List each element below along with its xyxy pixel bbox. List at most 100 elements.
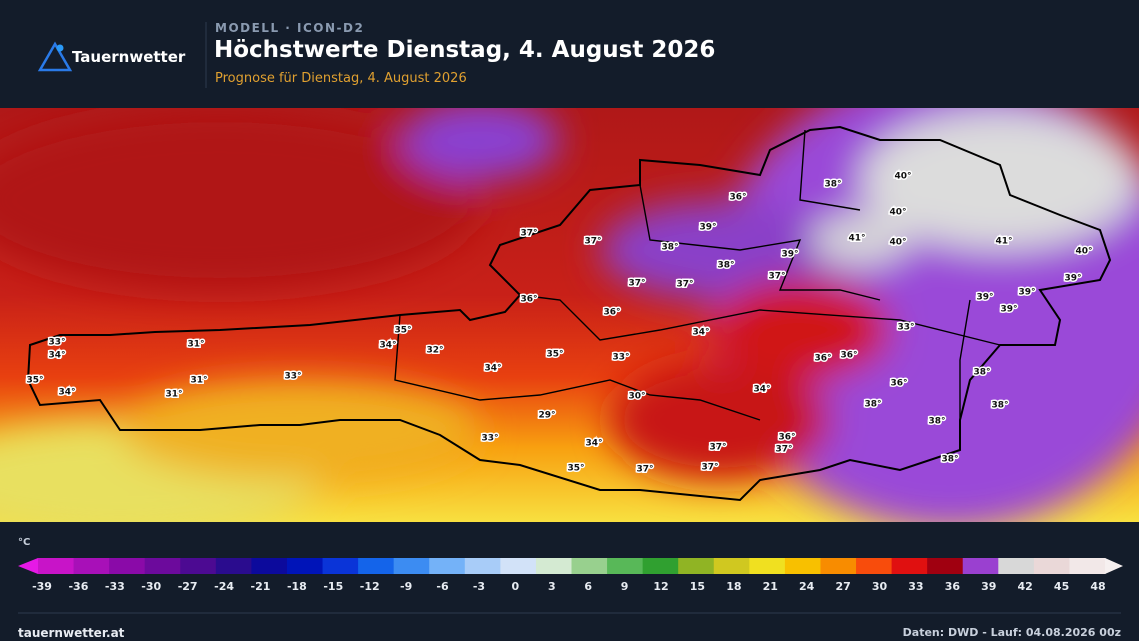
legend-swatch xyxy=(393,558,430,574)
legend-tick-label: 36 xyxy=(945,580,961,593)
legend-tick-label: -30 xyxy=(141,580,161,593)
temp-label: 34° xyxy=(585,439,602,449)
temp-label: 37° xyxy=(636,465,653,475)
subtitle: Prognose für Dienstag, 4. August 2026 xyxy=(215,71,467,86)
logo-dot xyxy=(56,44,64,52)
legend-tick-label: -33 xyxy=(105,580,125,593)
legend-swatch xyxy=(713,558,750,574)
temp-label: 30° xyxy=(628,392,645,402)
temp-label: 33° xyxy=(612,353,629,363)
legend-tick-label: 24 xyxy=(799,580,815,593)
temp-label: 35° xyxy=(546,350,563,360)
legend-swatch xyxy=(784,558,821,574)
temp-label: 29° xyxy=(538,411,555,421)
legend-swatch xyxy=(109,558,146,574)
legend-swatch xyxy=(464,558,501,574)
temp-label: 36° xyxy=(520,295,537,305)
temp-label: 35° xyxy=(567,464,584,474)
temp-label: 39° xyxy=(1000,305,1017,315)
legend-tick-label: 3 xyxy=(548,580,556,593)
temp-label: 37° xyxy=(701,463,718,473)
brand: Tauernwetter xyxy=(72,48,186,66)
legend-tick-label: 33 xyxy=(908,580,923,593)
legend-swatch xyxy=(358,558,395,574)
temp-label: 35° xyxy=(26,376,43,386)
temp-label: 38° xyxy=(928,417,945,427)
legend-tick-label: -6 xyxy=(436,580,449,593)
legend-swatch xyxy=(891,558,928,574)
legend-swatch xyxy=(749,558,786,574)
temp-label: 34° xyxy=(58,388,75,398)
legend-tick-label: 48 xyxy=(1090,580,1105,593)
legend-tick-label: -18 xyxy=(287,580,307,593)
legend-swatch xyxy=(642,558,679,574)
legend-tick-label: 27 xyxy=(835,580,850,593)
logo xyxy=(37,41,73,72)
legend-swatch xyxy=(678,558,715,574)
legend-swatch xyxy=(73,558,110,574)
temp-label: 41° xyxy=(995,237,1012,247)
legend: -39 -36 -33 -30 -27 -24 -21 -18 -15 -12 -9 -6 -3 0 3 6 9… xyxy=(18,558,1123,593)
legend-swatch xyxy=(1033,558,1070,574)
temp-label: 38° xyxy=(941,455,958,465)
temp-label: 38° xyxy=(661,243,678,253)
legend-tick-label: -12 xyxy=(360,580,380,593)
legend-tick-label: 9 xyxy=(621,580,629,593)
temp-label: 37° xyxy=(768,272,785,282)
legend-swatch xyxy=(322,558,359,574)
temp-label: 41° xyxy=(848,234,865,244)
legend-swatch xyxy=(1069,558,1106,574)
temp-label: 37° xyxy=(709,443,726,453)
legend-swatch xyxy=(927,558,964,574)
temp-label: 33° xyxy=(48,338,65,348)
temp-label: 40° xyxy=(889,208,906,218)
legend-arrow-left xyxy=(18,558,38,574)
legend-tick-label: 15 xyxy=(690,580,705,593)
legend-tick-label: -9 xyxy=(400,580,412,593)
temp-label: 36° xyxy=(814,354,831,364)
temp-label: 35° xyxy=(394,326,411,336)
temp-label: 37° xyxy=(584,237,601,247)
legend-tick-label: -21 xyxy=(251,580,271,593)
temp-label: 36° xyxy=(603,308,620,318)
title: Höchstwerte Dienstag, 4. August 2026 xyxy=(214,37,715,63)
legend-swatch xyxy=(38,558,75,574)
legend-tick-label: 30 xyxy=(872,580,888,593)
legend-tick-label: -15 xyxy=(323,580,343,593)
legend-swatch xyxy=(820,558,857,574)
legend-swatch xyxy=(607,558,644,574)
temp-label: 33° xyxy=(481,434,498,444)
temp-label: 38° xyxy=(973,368,990,378)
temp-label: 34° xyxy=(48,351,65,361)
temp-label: 31° xyxy=(190,376,207,386)
temp-label: 39° xyxy=(1064,274,1081,284)
legend-tick-label: -39 xyxy=(32,580,52,593)
temp-label: 37° xyxy=(520,229,537,239)
legend-tick-label: 0 xyxy=(512,580,520,593)
legend-tick-label: 42 xyxy=(1018,580,1033,593)
temp-label: 39° xyxy=(976,293,993,303)
map: 33° 34° 35° 34° 31° 31° 31° 33° 35° 34° 32° 34° 35° 3… xyxy=(0,108,1139,522)
footer-credits: Daten: DWD - Lauf: 04.08.2026 00z xyxy=(903,626,1121,639)
map-labels: 33° 34° 35° 34° 31° 31° 31° 33° 35° 34° 32° 34° 35° 3… xyxy=(25,170,1094,476)
legend-swatch xyxy=(856,558,893,574)
legend-tick-label: 12 xyxy=(653,580,668,593)
temp-label: 37° xyxy=(775,445,792,455)
temp-label: 38° xyxy=(717,261,734,271)
legend-swatch xyxy=(571,558,608,574)
legend-tick-label: 18 xyxy=(726,580,741,593)
temp-label: 39° xyxy=(781,250,798,260)
temp-label: 36° xyxy=(890,379,907,389)
legend-swatch xyxy=(429,558,466,574)
legend-tick-label: 21 xyxy=(763,580,778,593)
temp-label: 36° xyxy=(840,351,857,361)
temp-label: 38° xyxy=(864,400,881,410)
legend-swatch xyxy=(998,558,1035,574)
legend-tick-label: 6 xyxy=(584,580,592,593)
temp-label: 38° xyxy=(991,401,1008,411)
temp-label: 31° xyxy=(165,390,182,400)
legend-tick-label: 39 xyxy=(981,580,996,593)
